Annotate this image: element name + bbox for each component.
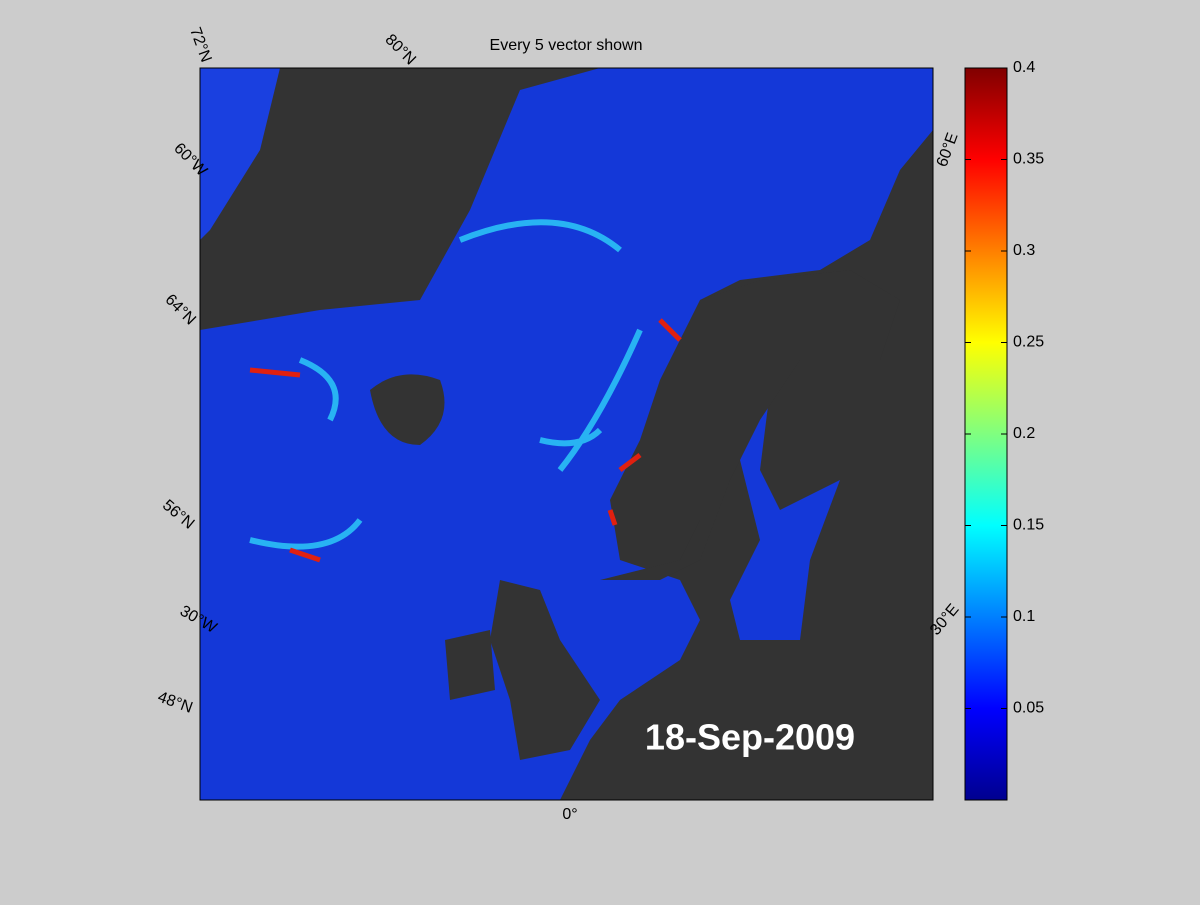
colorbar-tick-label: 0.25 xyxy=(1013,334,1044,351)
colorbar-tick-label: 0.3 xyxy=(1013,242,1035,259)
colorbar-tick-label: 0.35 xyxy=(1013,151,1044,168)
colorbar-tick-label: 0.1 xyxy=(1013,608,1035,625)
date-label: 18-Sep-2009 xyxy=(645,717,855,758)
current-streak xyxy=(249,219,643,550)
ocean xyxy=(200,68,933,800)
graticule-label: 0° xyxy=(562,806,577,823)
current-streak xyxy=(249,318,682,563)
plot-frame xyxy=(199,67,934,801)
colorbar xyxy=(964,67,1008,801)
title: Every 5 vector shown xyxy=(490,37,643,54)
colorbar-tick-label: 0.15 xyxy=(1013,517,1044,534)
colorbar-tick-label: 0.4 xyxy=(1013,59,1035,76)
ireland xyxy=(445,630,495,700)
iceland xyxy=(370,374,445,445)
colorbar-tick-label: 0.05 xyxy=(1013,700,1044,717)
colorbar-tick-label: 0.2 xyxy=(1013,425,1035,442)
scandinavia xyxy=(600,270,900,580)
britain xyxy=(490,580,600,760)
ocean xyxy=(200,68,280,240)
ocean xyxy=(730,390,840,640)
map-area xyxy=(200,68,933,800)
